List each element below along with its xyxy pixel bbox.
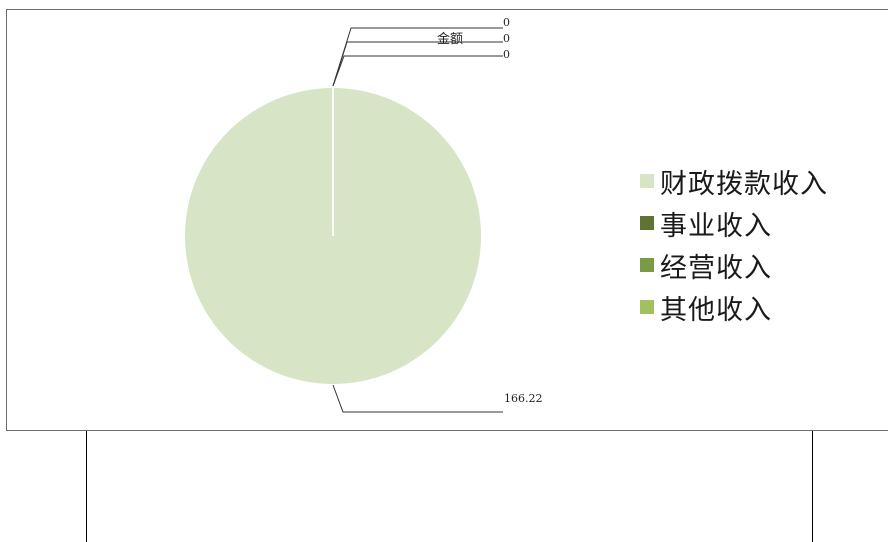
chart-series-title: 金额 — [437, 31, 463, 47]
legend-item-3: 经营收入 — [640, 247, 828, 284]
chart-legend: 财政拨款收入 事业收入经营收入其他收入 — [640, 163, 828, 326]
legend-swatch — [640, 258, 654, 272]
leader-line-3 — [332, 41, 503, 87]
leader-line-1 — [332, 384, 503, 413]
legend-swatch — [640, 216, 654, 230]
data-label-1: 166.22 — [504, 392, 543, 405]
leader-line-4 — [332, 55, 503, 87]
leader-line-2 — [332, 27, 503, 87]
legend-label: 经营收入 — [660, 252, 772, 284]
divider-line-right — [812, 431, 813, 542]
legend-item-1: 财政拨款收入 — [640, 163, 828, 200]
legend-swatch — [640, 174, 654, 188]
legend-swatch — [640, 300, 654, 314]
divider-line-left — [86, 431, 87, 542]
legend-label: 财政拨款收入 — [660, 168, 828, 200]
data-label-2: 0 — [503, 16, 510, 29]
chart-area — [6, 9, 888, 431]
data-label-3: 0 — [503, 32, 510, 45]
legend-item-2: 事业收入 — [640, 205, 828, 242]
legend-label: 其他收入 — [660, 294, 772, 326]
data-label-4: 0 — [503, 48, 510, 61]
legend-label: 事业收入 — [660, 210, 772, 242]
legend-item-4: 其他收入 — [640, 289, 828, 326]
